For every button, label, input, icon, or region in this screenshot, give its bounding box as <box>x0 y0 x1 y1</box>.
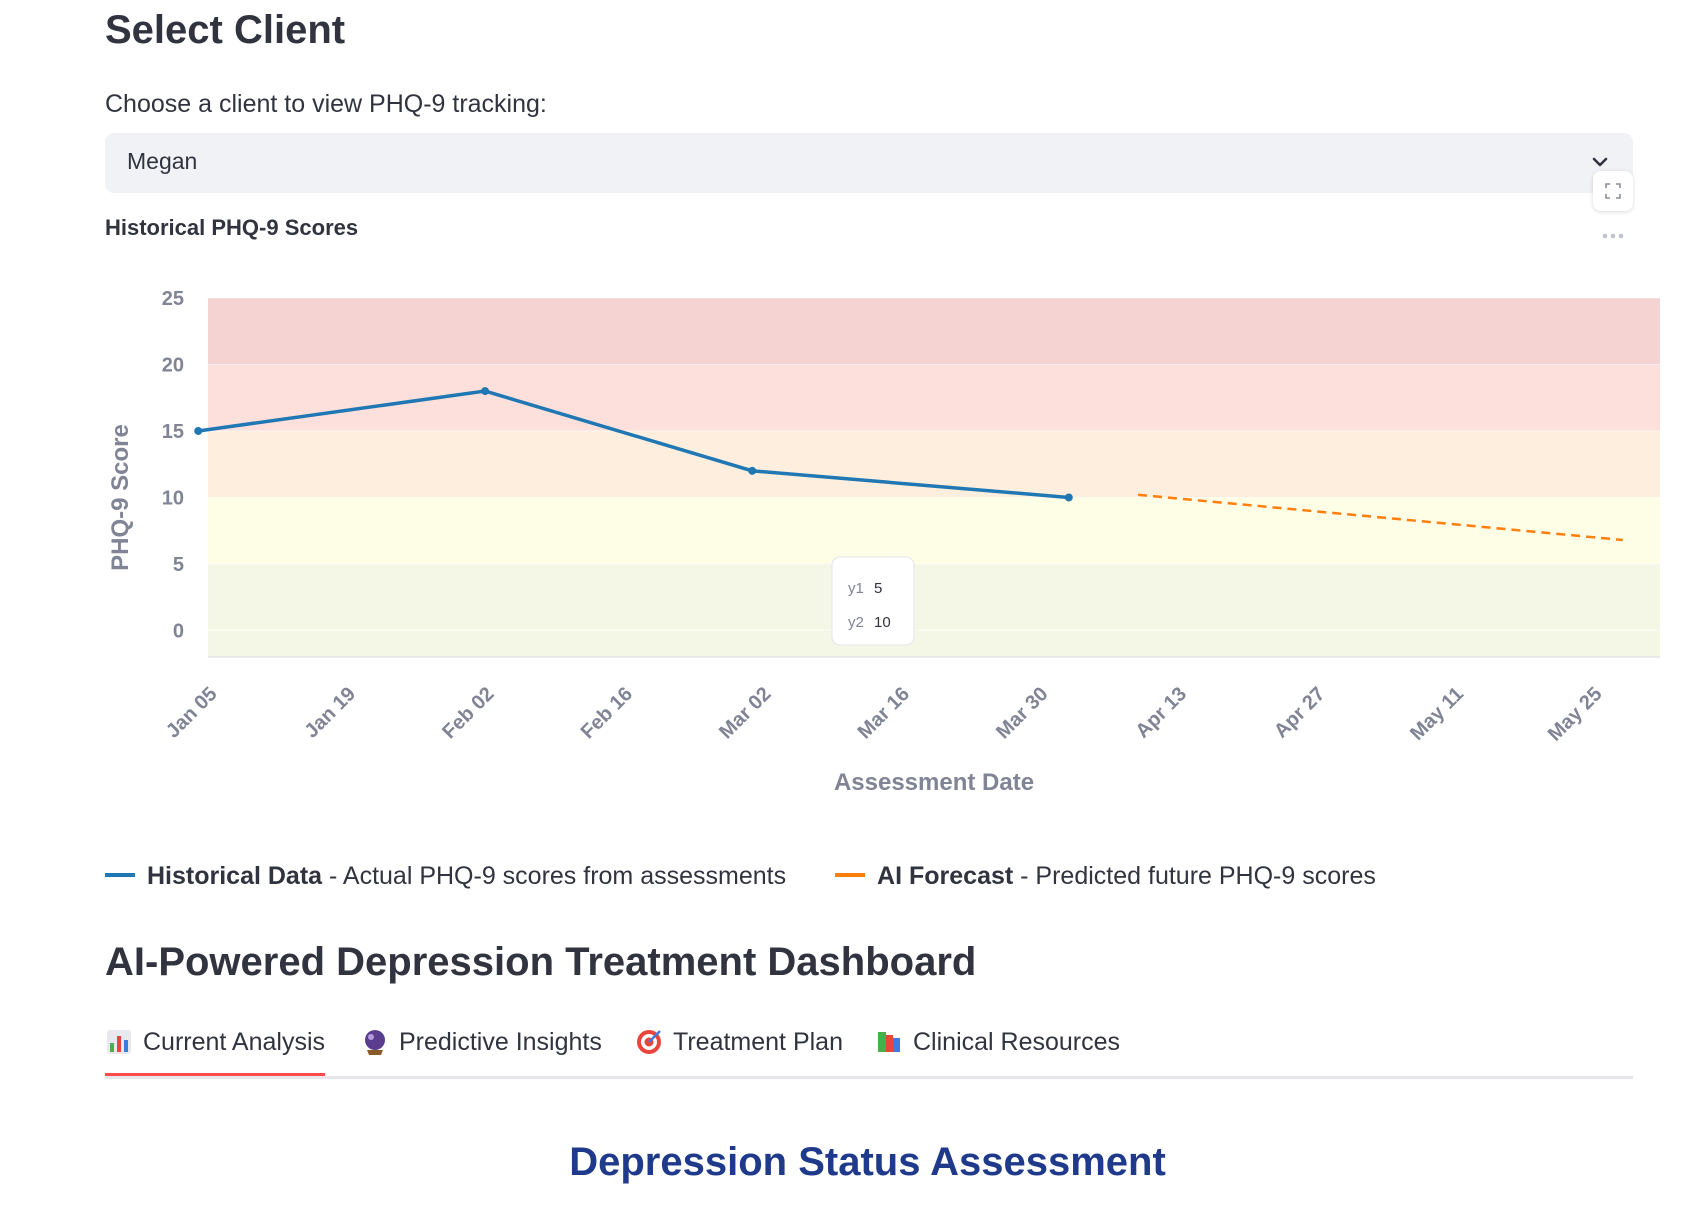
target-icon <box>637 1030 661 1054</box>
client-select-value: Megan <box>127 148 198 174</box>
data-point <box>194 426 203 435</box>
x-tick-label: Apr 13 <box>1131 683 1191 743</box>
severity-band <box>208 563 1660 657</box>
tooltip-y1-value: 5 <box>874 580 882 597</box>
x-tick-label: Mar 02 <box>715 683 775 743</box>
chevron-down-icon <box>1592 157 1608 167</box>
tooltip-y2-value: 10 <box>874 614 891 631</box>
y-tick-label: 0 <box>173 620 184 642</box>
series-line-0 <box>197 389 1069 500</box>
chart-title: Historical PHQ-9 Scores <box>105 215 359 240</box>
severity-band <box>208 497 1660 564</box>
data-point <box>748 466 757 475</box>
client-select-label: Choose a client to view PHQ-9 tracking: <box>105 90 547 118</box>
tooltip-box <box>831 556 915 646</box>
books-icon <box>878 1032 900 1052</box>
x-tick-label: May 11 <box>1406 683 1468 745</box>
tab-treatment-plan[interactable]: Treatment Plan <box>635 1020 843 1076</box>
y-tick-label: 15 <box>162 421 184 443</box>
legend-item-forecast: AI Forecast - Predicted future PHQ-9 sco… <box>835 862 1376 891</box>
legend-item-historical: Historical Data - Actual PHQ-9 scores fr… <box>105 862 786 891</box>
x-tick-label: Jan 19 <box>300 683 360 743</box>
series-line-1 <box>1137 493 1623 542</box>
tab-label: Predictive Insights <box>399 1028 602 1056</box>
y-tick-label: 20 <box>162 354 184 376</box>
legend-swatch-forecast <box>835 873 866 878</box>
x-tick-label: Apr 27 <box>1270 683 1330 743</box>
x-tick-label: Feb 16 <box>577 683 637 743</box>
status-title: Depression Status Assessment <box>569 1140 1166 1184</box>
dashboard-title: AI-Powered Depression Treatment Dashboar… <box>105 940 977 984</box>
legend-name: Historical Data <box>147 862 323 890</box>
tab-label: Current Analysis <box>143 1028 326 1056</box>
y-axis-title: PHQ-9 Score <box>107 424 134 571</box>
legend-desc: - Actual PHQ-9 scores from assessments <box>322 862 787 890</box>
phq9-line-chart: 0 5 10 15 20 25 Jan 05 Jan 19 Feb 02 Feb 16 Mar 02… <box>107 288 1660 796</box>
tab-label: Clinical Resources <box>913 1028 1121 1056</box>
legend-name: AI Forecast <box>877 862 1014 890</box>
x-tick-label: Mar 30 <box>992 683 1052 743</box>
chart-tooltip: y1 5 y2 10 <box>831 556 915 646</box>
fullscreen-button[interactable] <box>1593 171 1633 211</box>
more-options-icon[interactable] <box>1598 226 1628 246</box>
data-point <box>1064 493 1073 502</box>
tab-clinical-resources[interactable]: Clinical Resources <box>875 1020 1120 1076</box>
x-tick-label: Jan 05 <box>162 683 222 743</box>
chart-legend: Historical Data - Actual PHQ-9 scores fr… <box>105 862 1418 891</box>
bar-chart-icon <box>107 1030 131 1054</box>
legend-desc: - Predicted future PHQ-9 scores <box>1013 862 1376 890</box>
y-tick-label: 25 <box>162 288 184 310</box>
x-axis-title: Assessment Date <box>834 769 1034 796</box>
x-tick-label: Feb 02 <box>438 683 498 743</box>
severity-band <box>208 364 1660 431</box>
tooltip-y2-label: y2 <box>848 614 864 631</box>
tab-predictive-insights[interactable]: Predictive Insights <box>361 1020 602 1076</box>
dashboard-tabs: Current Analysis Predictive Insights Tre… <box>105 1020 1633 1079</box>
expand-icon <box>1605 183 1621 199</box>
tab-current-analysis[interactable]: Current Analysis <box>105 1020 326 1076</box>
x-tick-label: May 25 <box>1544 683 1607 746</box>
x-tick-label: Mar 16 <box>854 683 914 743</box>
y-tick-label: 5 <box>173 554 184 576</box>
severity-band <box>208 298 1660 365</box>
tab-label: Treatment Plan <box>673 1028 843 1056</box>
legend-swatch-historical <box>105 873 135 878</box>
tooltip-y1-label: y1 <box>848 580 864 597</box>
data-point <box>481 387 490 396</box>
y-tick-label: 10 <box>162 487 184 509</box>
crystal-ball-icon <box>365 1030 385 1055</box>
client-select[interactable]: Megan <box>105 133 1633 193</box>
page-title: Select Client <box>105 8 346 52</box>
